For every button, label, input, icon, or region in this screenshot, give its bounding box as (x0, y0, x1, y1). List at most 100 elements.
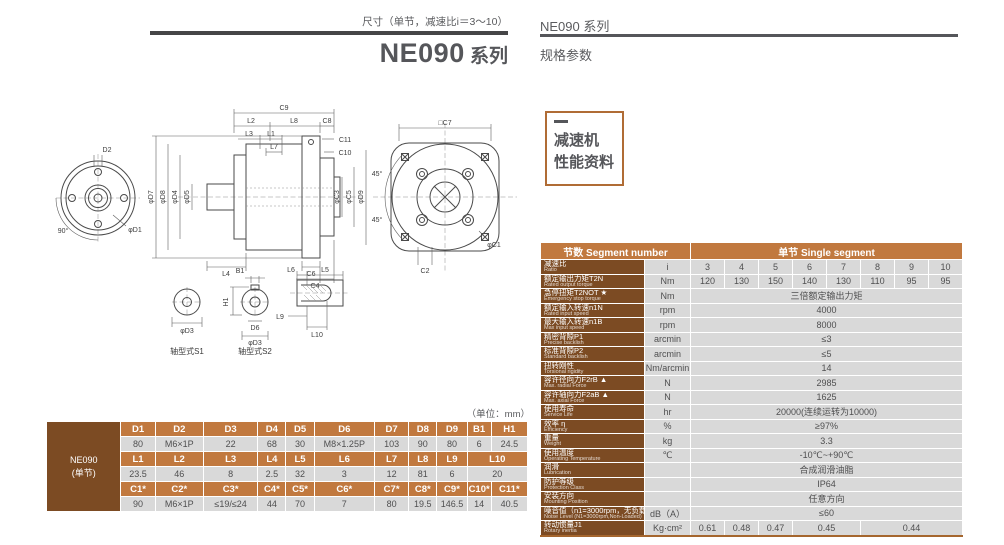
unit-cell: dB（A） (644, 505, 691, 521)
dim-header-cell: L9 (436, 451, 468, 467)
performance-info-box: 减速机 性能资料 (545, 111, 624, 186)
right-series-title: NE090 系列 (540, 19, 610, 34)
dim-header-cell: D2 (154, 421, 204, 437)
value-cell: 20000(连续运转为10000) (689, 404, 964, 420)
dim-label-c1: φC1 (487, 242, 501, 249)
param-name-cn: 扭转刚性 (544, 361, 574, 370)
dim-value-cell: 32 (285, 466, 315, 482)
param-name-en: Max. axial Force (544, 397, 585, 404)
dim-label-h1: H1 (223, 297, 230, 306)
dim-value-cell: M6×1P (154, 436, 204, 452)
dim-table-row: NE090 (单节) D1 D2 D3 D4 D5 D6 D7 D8 D9 B1 H1 (45, 421, 529, 512)
value-cell: 150 (758, 273, 793, 289)
dim-value-cell: ≤19/≤24 (202, 496, 259, 512)
value-cell: 14 (689, 360, 964, 376)
dim-label-b1: B1 (236, 268, 245, 275)
dim-header-cell: L10 (466, 451, 529, 467)
dim-header-cell: D1 (120, 421, 156, 437)
dim-label-d4: φD4 (172, 190, 179, 204)
param-cell: 急停扭矩T2NOT ★ Emergency stop torque (540, 288, 645, 304)
shaft-s2-label: 轴型式S2 (238, 346, 272, 356)
param-name-cn: 防护等级 (544, 477, 574, 486)
dim-label-c6: C6 (307, 271, 316, 278)
dim-header-cell: C9* (436, 481, 468, 497)
param-name-en: Rated output torque (544, 281, 593, 288)
param-name-en: Max input speed (544, 325, 585, 331)
value-cell: 0.45 (792, 520, 861, 536)
param-name-en: Lubrication (544, 470, 571, 476)
unit-cell: Nm/arcmin (644, 360, 691, 376)
dim-label-c3: φC3 (334, 190, 341, 204)
dim-header-cell: C6* (313, 481, 376, 497)
dim-value-cell: 20 (466, 466, 529, 482)
dim-label-l1: L1 (267, 131, 275, 138)
dim-label-c7: □C7 (438, 120, 451, 127)
spec-table-row: 安装方向 Mounting Position 任意方向 (540, 491, 964, 507)
value-cell: 9 (894, 259, 929, 275)
value-cell: 4 (724, 259, 759, 275)
spec-table-row: 容许轴向力F2aB ▲ Max. axial Force N 1625 (540, 389, 964, 405)
param-name-en: Efficiency (544, 426, 568, 433)
spec-table-row: 减速比 Ratio i 3 4 5 6 7 8 9 10 (540, 259, 964, 275)
dim-value-cell: 80 (373, 496, 410, 512)
param-cell: 标准背隙P2 Standard backlish (540, 346, 645, 362)
param-name-cn: 使用温度 (544, 448, 574, 457)
param-name-en: Mounting Position (544, 499, 588, 505)
dim-value-cell: 44 (257, 496, 287, 512)
dim-value-cell: 40.5 (490, 496, 529, 512)
spec-table-row: 使用寿命 Service Life hr 20000(连续运转为10000) (540, 404, 964, 420)
dim-label-l6: L6 (287, 267, 295, 274)
dim-label-l8: L8 (290, 118, 298, 125)
dim-value-cell: 90 (408, 436, 438, 452)
dim-value-cell: 146.5 (436, 496, 468, 512)
dim-label-l3: L3 (245, 131, 253, 138)
param-name-cn: 润滑 (544, 462, 559, 471)
param-cell: 容许径向力F2rB ▲ Max. radial Force (540, 375, 645, 391)
param-name-en: Protection Class (544, 484, 585, 491)
value-cell: 120 (690, 273, 725, 289)
dim-header-cell: L7 (373, 451, 410, 467)
page-title: NE090 系列 (150, 38, 508, 69)
dim-header-cell: L6 (313, 451, 376, 467)
unit-cell: hr (644, 404, 691, 420)
value-cell: 130 (724, 273, 759, 289)
shaft-s1-label: 轴型式S1 (170, 346, 204, 356)
spec-table-row: 额定输入转速n1N Rated input speed rpm 4000 (540, 302, 964, 318)
param-name-cn: 转动惯量J1 (544, 520, 582, 529)
dim-value-cell: M8×1.25P (313, 436, 376, 452)
param-name-cn: 精密背隙P1 (544, 332, 584, 341)
spec-table-row: 标准背隙P2 Standard backlish arcmin ≤5 (540, 346, 964, 362)
value-cell: 0.44 (859, 520, 964, 536)
series-sub: (单节) (71, 467, 96, 478)
info-box-dash (554, 120, 568, 123)
dim-header-cell: D5 (285, 421, 315, 437)
spec-table-row: 额定输出力矩T2N Rated output torque Nm 120 130 150 1… (540, 273, 964, 289)
unit-cell: kg (644, 433, 691, 449)
value-cell: ≤60 (689, 505, 964, 521)
dim-label-c2: C2 (421, 268, 430, 275)
spec-table-row: 急停扭矩T2NOT ★ Emergency stop torque Nm 三倍额定输出… (540, 288, 964, 304)
value-cell: 130 (826, 273, 861, 289)
param-name-en: Torsional rigidity (544, 368, 584, 375)
param-cell: 最大输入转速n1B Max input speed (540, 317, 645, 333)
dim-value-cell: 14 (466, 496, 492, 512)
rear-view (390, 142, 500, 252)
dim-label-d7: φD7 (148, 190, 155, 204)
spec-table-row: 转动惯量J1 Rotary inertia Kg·cm² 0.61 0.48 0.47 0.… (540, 520, 964, 536)
dim-table-row: 90 M6×1P ≤19/≤24 44 70 7 80 19.5 146.5 14 40.5 (47, 496, 529, 512)
dim-label-l5: L5 (321, 267, 329, 274)
dim-label-c4: C4 (311, 283, 320, 290)
value-cell: 110 (860, 273, 895, 289)
param-cell: 精密背隙P1 Precise backlish (540, 331, 645, 347)
param-name-en: Service Life (544, 412, 573, 418)
value-cell: 0.48 (724, 520, 759, 536)
param-name-cn: 安装方向 (544, 491, 574, 500)
unit-cell: Kg·cm² (644, 520, 691, 536)
dim-value-cell: 81 (408, 466, 438, 482)
unit-cell: ℃ (644, 447, 691, 463)
technical-drawing: D2 90° φD1 C9 L2 L8 C8 L3 L (55, 105, 517, 356)
param-name-en: Ratio (544, 267, 557, 273)
series-code: NE090 (379, 38, 465, 68)
dim-header-cell: C7* (373, 481, 410, 497)
param-cell: 额定输入转速n1N Rated input speed (540, 302, 645, 318)
